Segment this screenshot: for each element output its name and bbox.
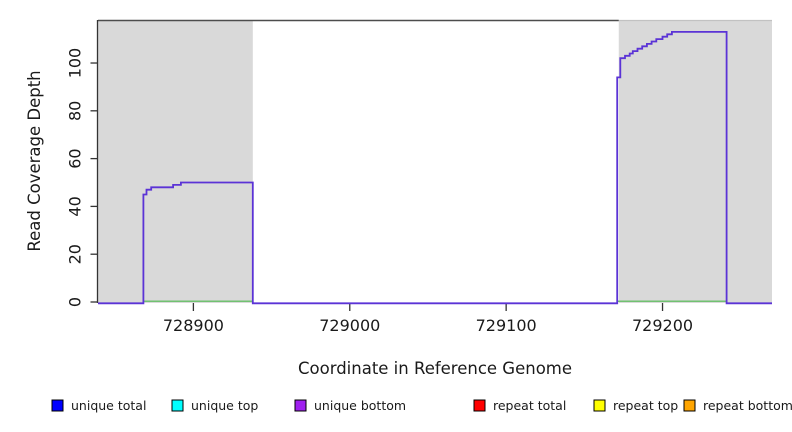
legend-item-unique-total: unique total xyxy=(51,398,146,413)
x-tick-label: 729200 xyxy=(632,316,693,335)
legend-label: repeat bottom xyxy=(703,398,792,413)
y-tick-label: 60 xyxy=(66,148,85,168)
y-tick-label: 40 xyxy=(66,196,85,216)
legend-marker-square xyxy=(593,399,606,412)
legend-item-unique-top: unique top xyxy=(171,398,258,413)
y-tick-label: 0 xyxy=(66,297,85,307)
legend-marker-square xyxy=(294,399,307,412)
x-axis-title: Coordinate in Reference Genome xyxy=(298,359,572,378)
legend-label: unique total xyxy=(71,398,146,413)
legend-label: unique bottom xyxy=(314,398,406,413)
y-tick-label: 100 xyxy=(66,48,85,79)
y-axis-title: Read Coverage Depth xyxy=(25,70,44,251)
y-tick-label: 80 xyxy=(66,101,85,121)
legend-marker-square xyxy=(473,399,486,412)
legend-marker-square xyxy=(683,399,696,412)
x-tick-label: 729000 xyxy=(319,316,380,335)
legend: unique total unique top unique bottom repea… xyxy=(51,398,792,413)
series-layer xyxy=(98,31,772,305)
coverage-step-line xyxy=(98,31,772,305)
legend-item-repeat-total: repeat total xyxy=(473,398,566,413)
legend-item-repeat-bottom: repeat bottom xyxy=(683,398,792,413)
x-tick-label: 729100 xyxy=(476,316,537,335)
repeat-region-right xyxy=(618,20,772,303)
axes-layer: 0 20 40 60 80 100 728900 729000 729100 729200 xyxy=(66,20,693,335)
legend-label: unique top xyxy=(191,398,258,413)
legend-label: repeat top xyxy=(613,398,678,413)
y-tick-label: 20 xyxy=(66,244,85,264)
legend-label: repeat total xyxy=(493,398,566,413)
legend-marker-square xyxy=(171,399,184,412)
legend-item-unique-bottom: unique bottom xyxy=(294,398,406,413)
x-tick-label: 728900 xyxy=(163,316,224,335)
legend-item-repeat-top: repeat top xyxy=(593,398,678,413)
repeat-regions-layer xyxy=(98,19,772,303)
repeat-region-left xyxy=(98,20,253,303)
legend-marker-square xyxy=(51,399,64,412)
